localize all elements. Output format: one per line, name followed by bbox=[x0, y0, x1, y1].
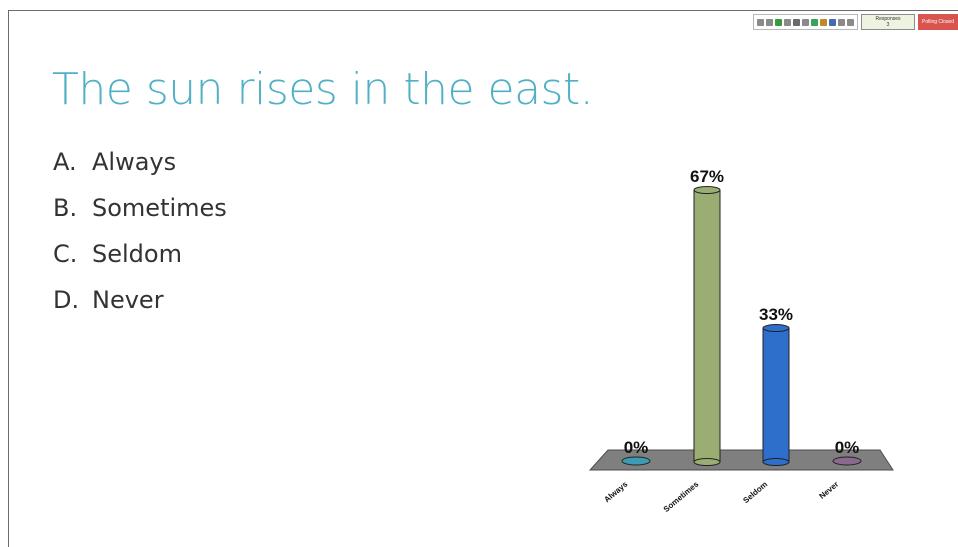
category-label-sometimes: Sometimes bbox=[662, 479, 701, 514]
pie-icon[interactable] bbox=[811, 18, 818, 26]
option-letter: B. bbox=[53, 194, 78, 222]
bar-always bbox=[621, 456, 651, 466]
bar-seldom-cap bbox=[762, 324, 790, 333]
value-label-sometimes: 67% bbox=[690, 167, 724, 186]
bar-seldom bbox=[762, 327, 790, 463]
polling-closed-button[interactable]: Polling Closed bbox=[918, 14, 958, 30]
bar-seldom-base bbox=[762, 458, 790, 466]
question-title: The sun rises in the east. bbox=[52, 64, 594, 115]
option-letter: D. bbox=[53, 286, 80, 314]
bar-icon[interactable] bbox=[820, 18, 827, 26]
people-icon[interactable] bbox=[838, 18, 845, 26]
bar-never bbox=[832, 456, 862, 466]
value-label-always: 0% bbox=[624, 438, 649, 457]
value-label-seldom: 33% bbox=[759, 305, 793, 324]
responses-count: 3 bbox=[886, 22, 890, 28]
option-letter: A. bbox=[53, 148, 77, 176]
toolbar-icon-group bbox=[753, 14, 858, 30]
settings-icon[interactable] bbox=[793, 18, 800, 26]
refresh-icon[interactable] bbox=[775, 18, 782, 26]
responses-label: Responses bbox=[875, 16, 901, 22]
option-d: D. Never bbox=[53, 284, 227, 330]
option-letter: C. bbox=[53, 240, 78, 268]
comment-icon[interactable] bbox=[847, 18, 854, 26]
option-a: A. Always bbox=[53, 146, 227, 192]
responses-counter[interactable]: Responses 3 bbox=[861, 14, 915, 30]
option-b: B. Sometimes bbox=[53, 192, 227, 238]
option-text: Always bbox=[92, 148, 177, 176]
shield-icon[interactable] bbox=[829, 18, 836, 26]
category-label-never: Never bbox=[817, 480, 840, 501]
option-text: Seldom bbox=[92, 240, 182, 268]
category-label-seldom: Seldom bbox=[741, 480, 769, 505]
bar-sometimes-cap bbox=[693, 186, 721, 194]
export-icon[interactable] bbox=[757, 18, 764, 26]
polling-toolbar: Responses 3 Polling Closed bbox=[753, 13, 958, 31]
chart-icon[interactable] bbox=[784, 18, 791, 26]
bar-sometimes-base bbox=[693, 458, 721, 466]
star-icon[interactable] bbox=[802, 18, 809, 26]
bar-sometimes bbox=[693, 189, 721, 463]
option-c: C. Seldom bbox=[53, 238, 227, 284]
option-text: Never bbox=[92, 286, 164, 314]
option-text: Sometimes bbox=[92, 194, 227, 222]
value-label-never: 0% bbox=[835, 438, 860, 457]
category-label-always: Always bbox=[602, 479, 629, 504]
grid-icon[interactable] bbox=[766, 18, 773, 26]
answer-options: A. Always B. Sometimes C. Seldom D. Never bbox=[53, 146, 227, 330]
slide-frame bbox=[8, 10, 958, 547]
